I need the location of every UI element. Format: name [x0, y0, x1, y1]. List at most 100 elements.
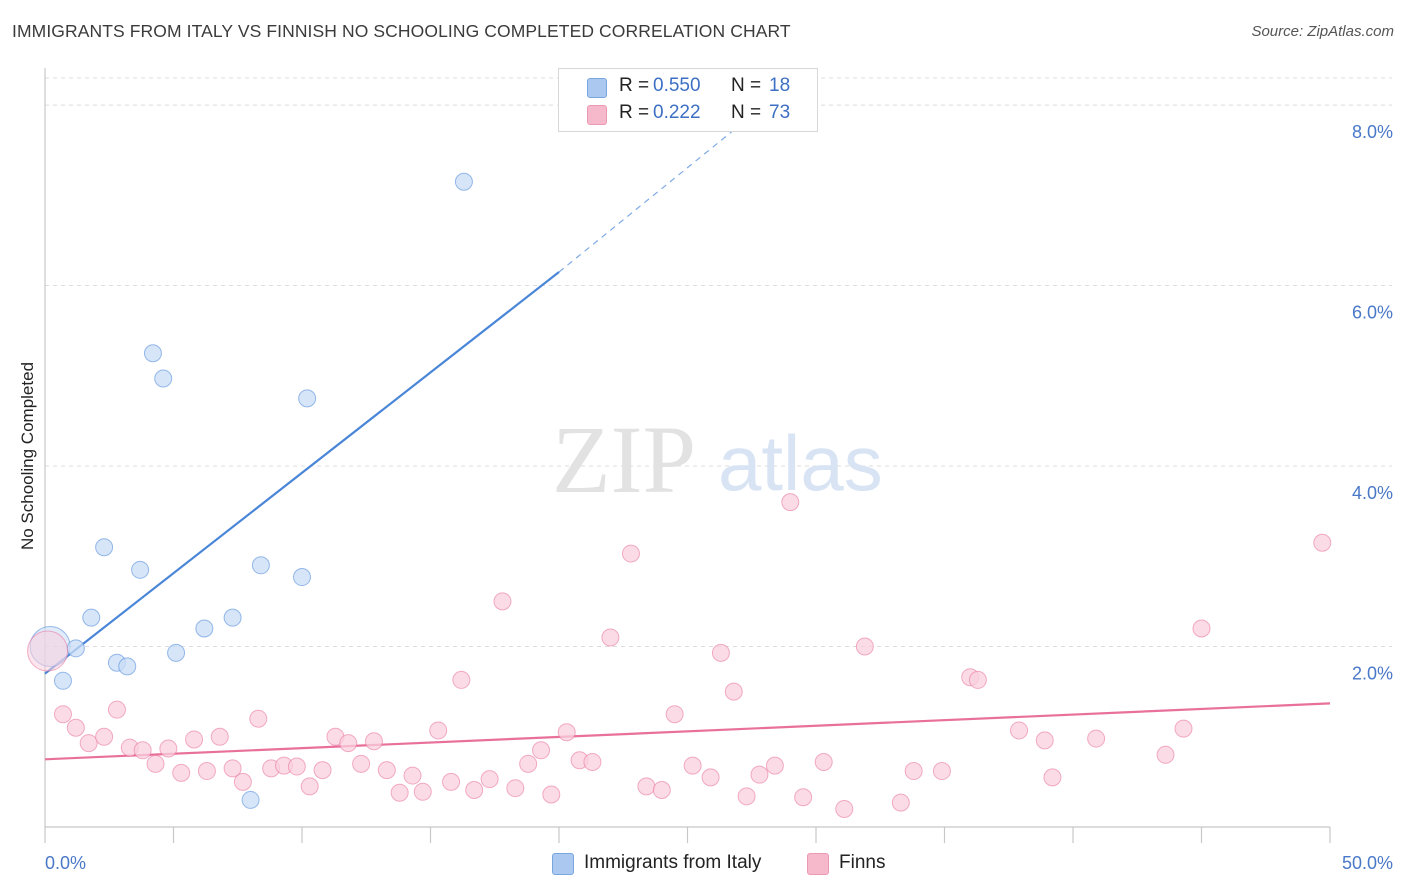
finns-point	[557, 723, 576, 742]
finns-point	[542, 785, 561, 804]
finns-point	[429, 721, 448, 740]
finns-point	[601, 628, 620, 647]
finns-point	[701, 768, 720, 787]
italy-point	[143, 344, 162, 363]
finns-point	[159, 739, 178, 758]
finns-point	[1087, 729, 1106, 748]
watermark-atlas: atlas	[718, 419, 883, 507]
finns-point	[107, 700, 126, 719]
source-label: Source: ZipAtlas.com	[1251, 23, 1394, 40]
finns-point	[185, 730, 204, 749]
finns-point	[1174, 719, 1193, 738]
legend-swatch-finns	[587, 105, 607, 125]
italy-trend-extension	[558, 104, 765, 273]
finns-point	[287, 757, 306, 776]
italy-point	[154, 369, 173, 388]
italy-point	[195, 619, 214, 638]
italy-point	[66, 639, 85, 658]
legend-swatch-italy	[587, 78, 607, 98]
finns-point	[390, 783, 409, 802]
finns-point	[583, 753, 602, 772]
finns-point	[665, 705, 684, 724]
italy-point	[167, 643, 186, 662]
trend-lines	[44, 104, 1331, 761]
r-value: 0.222	[653, 102, 701, 123]
r-label: R =	[619, 102, 650, 123]
finns-point	[465, 781, 484, 800]
y-tick-label: 8.0%	[1352, 122, 1393, 142]
italy-point	[82, 608, 101, 627]
italy-point	[293, 568, 311, 587]
data-points	[27, 172, 1332, 818]
finns-point	[1043, 768, 1062, 787]
finns-point	[66, 718, 85, 737]
finns-point	[377, 761, 396, 780]
finns-point	[352, 754, 371, 773]
italy-point	[95, 538, 114, 557]
finns-point	[197, 762, 216, 781]
finns-point	[711, 643, 730, 662]
axes	[44, 68, 1331, 843]
correlation-legend: R = 0.550 N = 18 R = 0.222 N = 73	[558, 68, 818, 132]
finns-point	[493, 592, 512, 611]
y-tick-label: 6.0%	[1352, 303, 1393, 323]
finns-point	[1313, 533, 1332, 552]
finns-point	[79, 734, 98, 753]
finns-point	[452, 670, 471, 689]
finns-point	[233, 772, 252, 791]
finns-point	[313, 761, 332, 780]
finns-point	[300, 777, 319, 796]
finns-point	[532, 741, 551, 760]
finns-point	[172, 763, 191, 782]
finns-point	[1035, 731, 1054, 750]
tick-labels: 2.0% 4.0% 6.0% 8.0% 0.0% 50.0%	[45, 122, 1393, 873]
finns-point	[765, 756, 784, 775]
finns-point	[1010, 721, 1029, 740]
finns-point	[442, 772, 461, 791]
finns-point	[968, 670, 987, 689]
watermark: ZIP atlas	[552, 406, 883, 513]
n-value: 73	[769, 102, 791, 123]
r-label: R =	[619, 75, 650, 96]
italy-point	[454, 172, 473, 191]
finns-point	[480, 770, 499, 789]
finns-point	[339, 734, 358, 753]
finns-point	[1156, 745, 1175, 764]
r-value: 0.550	[653, 75, 701, 96]
y-tick-label: 2.0%	[1352, 664, 1393, 684]
finns-point	[223, 759, 242, 778]
italy-point	[131, 560, 150, 579]
finns-point	[835, 799, 854, 818]
legend-swatch-italy	[552, 853, 574, 875]
finns-point	[133, 741, 152, 760]
finns-point	[652, 781, 671, 800]
n-label: N =	[731, 102, 762, 123]
finns-point	[932, 762, 951, 781]
finns-point	[1192, 619, 1211, 638]
legend-label-finns: Finns	[839, 852, 886, 873]
finns-point	[364, 732, 383, 751]
finns-point	[519, 754, 538, 773]
finns-point	[750, 765, 769, 784]
finns-point	[249, 709, 268, 728]
finns-point	[403, 766, 422, 785]
finns-point	[855, 637, 874, 656]
finns-point	[146, 754, 165, 773]
n-label: N =	[731, 75, 762, 96]
finns-point	[683, 756, 702, 775]
italy-trend-line	[44, 271, 560, 675]
finns-point	[53, 705, 72, 724]
italy-point	[251, 556, 270, 575]
x-tick-label: 50.0%	[1342, 853, 1393, 873]
legend-swatch-finns	[807, 853, 829, 875]
x-tick-label: 0.0%	[45, 853, 86, 873]
y-tick-label: 4.0%	[1352, 483, 1393, 503]
finns-point	[794, 788, 813, 807]
finns-point	[724, 682, 743, 701]
legend-label-italy: Immigrants from Italy	[584, 852, 762, 873]
finns-point	[637, 777, 656, 796]
finns-trend-line	[44, 702, 1331, 761]
finns-point	[506, 779, 525, 798]
watermark-zip: ZIP	[552, 406, 696, 513]
